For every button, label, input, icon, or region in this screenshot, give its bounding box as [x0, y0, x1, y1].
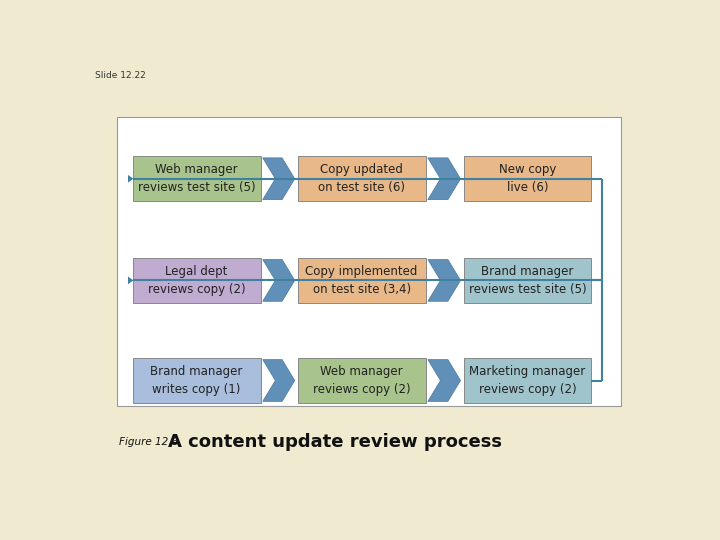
Text: Copy updated
on test site (6): Copy updated on test site (6): [318, 163, 405, 194]
Text: Web manager
reviews copy (2): Web manager reviews copy (2): [312, 365, 410, 396]
FancyBboxPatch shape: [132, 358, 261, 403]
Polygon shape: [428, 360, 461, 401]
Text: Web manager
reviews test site (5): Web manager reviews test site (5): [138, 163, 256, 194]
Text: Legal dept
reviews copy (2): Legal dept reviews copy (2): [148, 265, 246, 296]
FancyBboxPatch shape: [464, 157, 591, 201]
Text: Copy implemented
on test site (3,4): Copy implemented on test site (3,4): [305, 265, 418, 296]
Polygon shape: [263, 260, 294, 301]
FancyBboxPatch shape: [297, 157, 426, 201]
Polygon shape: [263, 360, 294, 401]
Text: Brand manager
writes copy (1): Brand manager writes copy (1): [150, 365, 243, 396]
Polygon shape: [428, 260, 461, 301]
FancyBboxPatch shape: [464, 358, 591, 403]
FancyBboxPatch shape: [464, 258, 591, 303]
Text: New copy
live (6): New copy live (6): [499, 163, 556, 194]
FancyBboxPatch shape: [297, 258, 426, 303]
Polygon shape: [128, 175, 133, 183]
FancyBboxPatch shape: [297, 358, 426, 403]
FancyBboxPatch shape: [132, 258, 261, 303]
Text: A content update review process: A content update review process: [168, 433, 502, 451]
Text: Figure 12.6: Figure 12.6: [120, 437, 179, 447]
FancyBboxPatch shape: [132, 157, 261, 201]
Polygon shape: [128, 276, 133, 284]
Polygon shape: [428, 158, 461, 200]
Text: Slide 12.22: Slide 12.22: [94, 71, 145, 80]
FancyBboxPatch shape: [117, 117, 621, 406]
Text: Brand manager
reviews test site (5): Brand manager reviews test site (5): [469, 265, 586, 296]
Polygon shape: [263, 158, 294, 200]
Text: Marketing manager
reviews copy (2): Marketing manager reviews copy (2): [469, 365, 585, 396]
